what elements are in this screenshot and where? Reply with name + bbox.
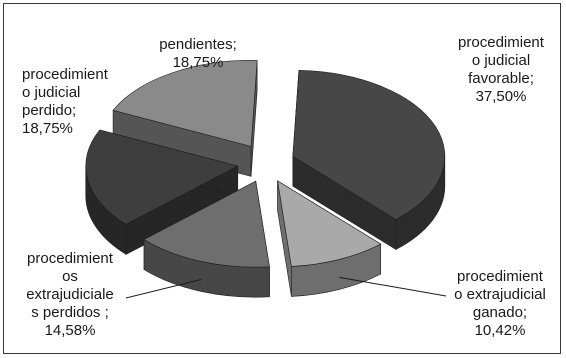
slice-1-top [277,180,382,267]
slice-3 [85,129,239,255]
label-judicial-perdido: procedimient o judicial perdido; 18,75% [22,66,108,137]
label-extrajudiciales-perdidos: procedimient os extrajudiciale s perdido… [26,250,114,339]
slice-2 [143,180,270,298]
label-favorable: procedimient o judicial favorable; 37,50… [458,34,544,105]
leader-line-2 [125,278,202,299]
slice-2-top [143,180,270,268]
slice-0 [292,70,446,250]
slice-3-top [85,129,239,225]
slice-4-top [112,60,258,147]
slice-0-top [292,70,446,220]
label-extrajudicial-ganado: procedimient o extrajudicial ganado; 10,… [454,268,546,339]
leader-line-1 [339,276,447,297]
label-pendientes: pendientes; 18,75% [159,36,237,71]
slice-4 [112,60,258,177]
slice-1 [277,180,382,297]
